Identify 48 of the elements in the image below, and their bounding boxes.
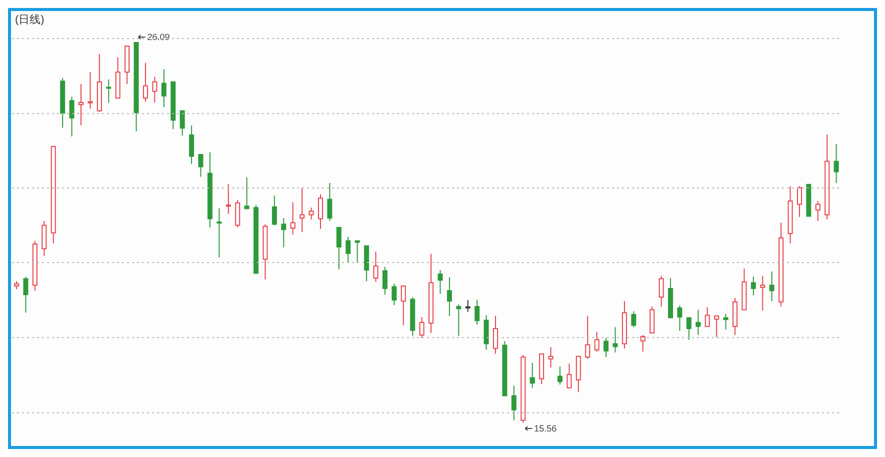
candlestick	[216, 208, 222, 258]
candlestick	[180, 110, 185, 136]
candlestick	[576, 356, 581, 393]
text: 15.56	[534, 423, 557, 434]
candlestick	[622, 300, 627, 349]
candlestick	[189, 125, 194, 164]
candlestick	[696, 309, 701, 336]
candlestick	[290, 202, 296, 236]
candlestick	[530, 362, 535, 388]
candlestick	[106, 78, 112, 104]
candlestick	[484, 314, 489, 350]
candlestick	[244, 177, 250, 210]
candlestick	[446, 276, 452, 316]
candlestick	[336, 226, 342, 270]
candlestick	[300, 187, 305, 233]
candlestick	[78, 84, 84, 126]
candlestick	[686, 317, 692, 340]
candlestick	[511, 385, 516, 421]
candlestick	[834, 143, 839, 184]
candlestick	[760, 275, 766, 312]
candlestick	[198, 154, 204, 178]
candlestick	[788, 186, 793, 244]
candlestick	[170, 81, 176, 130]
candlestick	[134, 42, 139, 132]
candlestick	[650, 306, 655, 334]
candlestick	[714, 315, 720, 338]
candlestick	[42, 220, 47, 256]
candlestick	[428, 253, 434, 334]
candlestick	[152, 76, 158, 103]
candlestick	[50, 146, 56, 244]
candlestick	[124, 46, 130, 85]
candlestick	[548, 346, 554, 368]
candlestick	[668, 278, 674, 318]
candlestick	[769, 270, 774, 302]
candlestick	[161, 68, 166, 108]
candlestick	[742, 268, 747, 310]
chart-title: (日线)	[15, 13, 44, 27]
candlestick	[400, 285, 406, 326]
candlestick	[493, 315, 498, 354]
candlestick	[226, 184, 231, 214]
candlestick	[566, 363, 572, 388]
candlestick	[272, 195, 277, 226]
candlestick	[364, 245, 370, 282]
candlestick	[815, 200, 820, 222]
candlestick	[207, 152, 212, 228]
candlestick	[612, 326, 618, 353]
candlestick	[806, 184, 812, 217]
candlestick	[115, 56, 120, 99]
